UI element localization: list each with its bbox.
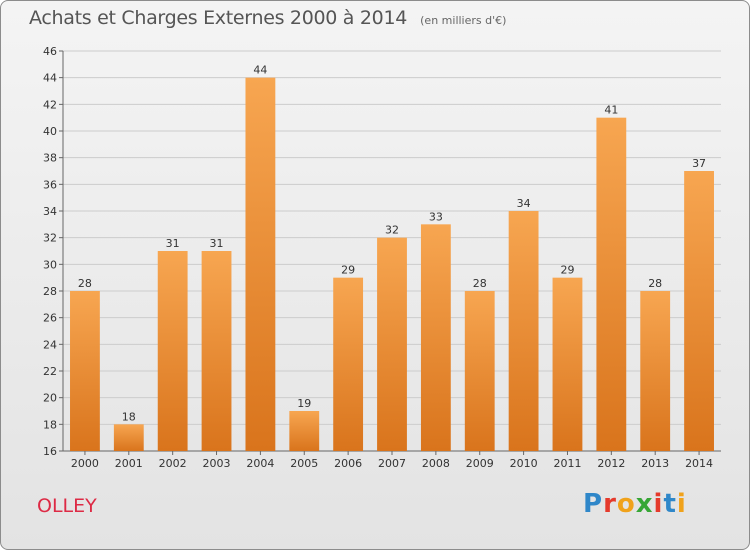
x-tick-label-2004: 2004 [246, 457, 274, 470]
data-label-2010: 34 [517, 197, 531, 210]
data-label-2009: 28 [473, 277, 487, 290]
x-tick-label-2000: 2000 [71, 457, 99, 470]
y-tick-label: 26 [43, 312, 57, 325]
y-tick-label: 24 [43, 338, 57, 351]
logo-letter: t [663, 489, 677, 519]
data-label-2013: 28 [648, 277, 662, 290]
data-label-2000: 28 [78, 277, 92, 290]
data-label-2004: 44 [253, 64, 267, 77]
y-tick-label: 32 [43, 232, 57, 245]
data-label-2011: 29 [560, 264, 574, 277]
data-label-2003: 31 [210, 237, 224, 250]
y-tick-label: 22 [43, 365, 57, 378]
x-tick-label-2005: 2005 [290, 457, 318, 470]
logo-letter: P [583, 489, 604, 519]
bar-2012 [596, 117, 627, 452]
bar-2000 [70, 291, 100, 451]
data-label-2007: 32 [385, 224, 399, 237]
y-tick-label: 44 [43, 72, 57, 85]
y-tick-label: 16 [43, 445, 57, 458]
bar-2011 [552, 277, 583, 451]
bar-2007 [377, 237, 407, 451]
bar-2001 [113, 424, 144, 451]
x-tick-label-2010: 2010 [510, 457, 538, 470]
x-tick-label-2003: 2003 [203, 457, 231, 470]
x-tick-label-2001: 2001 [115, 457, 143, 470]
proxiti-logo: Proxiti [583, 489, 687, 519]
x-tick-label-2011: 2011 [553, 457, 581, 470]
data-label-2005: 19 [297, 397, 311, 410]
data-label-2001: 18 [122, 410, 136, 423]
bar-2013 [640, 291, 671, 451]
y-tick-label: 28 [43, 285, 57, 298]
y-tick-label: 18 [43, 418, 57, 431]
bar-2008 [420, 224, 451, 451]
x-tick-label-2007: 2007 [378, 457, 406, 470]
data-label-2012: 41 [604, 104, 618, 117]
x-tick-label-2006: 2006 [334, 457, 362, 470]
logo-letter: i [676, 489, 687, 519]
chart-subtitle: (en milliers d'€) [420, 14, 507, 27]
chart-title: Achats et Charges Externes 2000 à 2014 [29, 7, 408, 29]
data-label-2014: 37 [692, 157, 706, 170]
x-tick-label-2002: 2002 [159, 457, 187, 470]
y-tick-label: 30 [43, 258, 57, 271]
logo-letter: r [603, 489, 617, 519]
x-tick-label-2008: 2008 [422, 457, 450, 470]
data-label-2008: 33 [429, 210, 443, 223]
y-tick-label: 38 [43, 152, 57, 165]
y-tick-label: 34 [43, 205, 57, 218]
y-tick-label: 40 [43, 125, 57, 138]
axes: 16 18 20 22 24 26 28 30 32 34 36 38 40 42 44 46 2000 2001… [43, 45, 721, 470]
bar-2002 [157, 251, 188, 451]
title-row: Achats et Charges Externes 2000 à 2014 (… [29, 7, 506, 29]
value-labels: 28 18 31 31 44 19 29 32 33 28 34 29 41 28 37 [78, 64, 706, 424]
x-tick-label-2009: 2009 [466, 457, 494, 470]
x-tick-label-2012: 2012 [597, 457, 625, 470]
data-label-2006: 29 [341, 264, 355, 277]
bars [70, 77, 714, 452]
bar-2004 [245, 77, 276, 452]
y-tick-label: 46 [43, 45, 57, 58]
logo-letter: i [653, 489, 664, 519]
data-label-2002: 31 [166, 237, 180, 250]
commune-name: OLLEY [37, 495, 97, 517]
y-tick-label: 20 [43, 392, 57, 405]
bar-2009 [464, 291, 495, 451]
bar-2010 [508, 211, 539, 451]
y-tick-label: 42 [43, 98, 57, 111]
logo-letter: o [616, 489, 636, 519]
x-tick-label-2013: 2013 [641, 457, 669, 470]
y-tick-label: 36 [43, 178, 57, 191]
bar-2014 [684, 171, 714, 451]
bar-2003 [201, 251, 232, 451]
bar-2006 [333, 277, 364, 451]
x-tick-label-2014: 2014 [685, 457, 713, 470]
bar-2005 [289, 411, 320, 451]
logo-letter: x [635, 489, 654, 519]
